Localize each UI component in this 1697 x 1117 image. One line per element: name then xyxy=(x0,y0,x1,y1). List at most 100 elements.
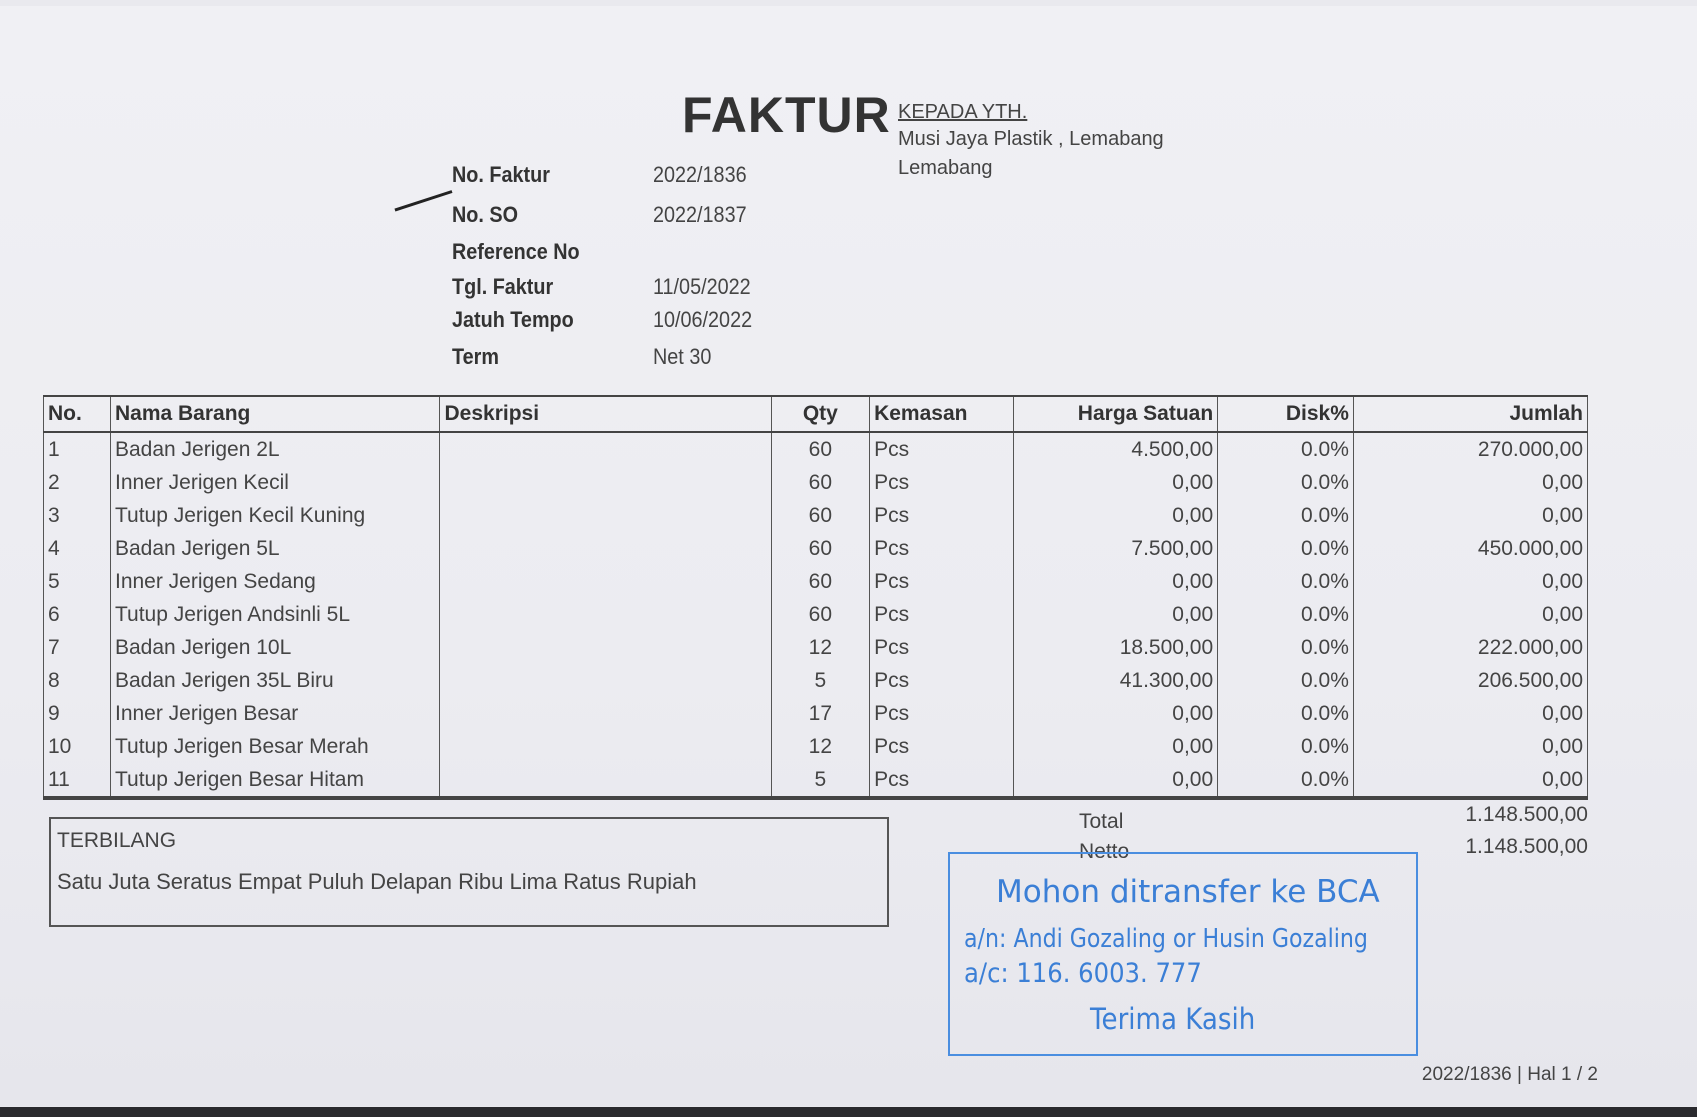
table-cell: Badan Jerigen 35L Biru xyxy=(109,664,440,697)
bank-transfer-stamp: Mohon ditransfer ke BCA a/n: Andi Gozali… xyxy=(948,852,1418,1056)
scan-edge xyxy=(0,1107,1697,1117)
table-cell: 0.0% xyxy=(1217,466,1354,499)
table-cell: Pcs xyxy=(869,631,1014,664)
stamp-line-4: Terima Kasih xyxy=(1090,1002,1256,1036)
table-cell xyxy=(439,598,772,631)
table-cell: 0.0% xyxy=(1217,499,1354,532)
table-cell: 5 xyxy=(770,664,870,697)
table-cell xyxy=(439,664,772,697)
table-cell: 0,00 xyxy=(1012,565,1218,598)
table-cell: Pcs xyxy=(869,466,1014,499)
table-cell: Badan Jerigen 10L xyxy=(109,631,440,664)
table-header: No. Nama Barang Deskripsi Qty Kemasan Harga S… xyxy=(43,396,1588,433)
table-cell: 18.500,00 xyxy=(1012,631,1218,664)
table-cell xyxy=(439,499,772,532)
table-cell: Pcs xyxy=(869,565,1014,598)
table-cell xyxy=(439,631,772,664)
table-cell: 60 xyxy=(770,432,870,466)
table-cell: 60 xyxy=(770,565,870,598)
table-cell xyxy=(439,532,772,565)
table-cell: 0.0% xyxy=(1217,598,1354,631)
table-cell: 0,00 xyxy=(1352,763,1588,800)
table-cell: Badan Jerigen 5L xyxy=(109,532,440,565)
table-cell: Tutup Jerigen Besar Hitam xyxy=(109,763,440,800)
table-cell: 12 xyxy=(770,631,870,664)
column-header: Jumlah xyxy=(1352,396,1588,433)
table-cell: Pcs xyxy=(869,598,1014,631)
table-cell: Tutup Jerigen Besar Merah xyxy=(109,730,440,763)
table-cell: Pcs xyxy=(869,730,1014,763)
table-cell: 0.0% xyxy=(1217,631,1354,664)
column-header: Harga Satuan xyxy=(1012,396,1218,433)
table-cell: 60 xyxy=(770,598,870,631)
table-row: 5 Inner Jerigen Sedang 60 Pcs 0,00 0.0% 0,00 xyxy=(43,565,1588,598)
table-cell: 6 xyxy=(43,598,111,631)
table-cell: 0.0% xyxy=(1217,532,1354,565)
table-cell: 0.0% xyxy=(1217,565,1354,598)
table-row: 7 Badan Jerigen 10L 12 Pcs 18.500,00 0.0% 222.… xyxy=(43,631,1588,664)
table-cell: 9 xyxy=(43,697,111,730)
table-cell: 11 xyxy=(43,763,111,800)
column-header: No. xyxy=(43,396,111,433)
total-label: Total xyxy=(1079,810,1124,833)
table-cell: Pcs xyxy=(869,763,1014,800)
recipient-label: KEPADA YTH. xyxy=(898,101,1028,123)
table-cell: Inner Jerigen Besar xyxy=(109,697,440,730)
table-cell: 0,00 xyxy=(1352,697,1588,730)
table-cell: Pcs xyxy=(869,532,1014,565)
table-cell: 5 xyxy=(770,763,870,800)
info-value: 10/06/2022 xyxy=(653,307,753,332)
column-header: Disk% xyxy=(1217,396,1354,433)
info-value: 2022/1837 xyxy=(653,202,747,227)
terbilang-box: TERBILANG Satu Juta Seratus Empat Puluh … xyxy=(49,817,889,927)
table-cell: 17 xyxy=(770,697,870,730)
info-label: Tgl. Faktur xyxy=(452,274,554,299)
table-row: 8 Badan Jerigen 35L Biru 5 Pcs 41.300,00 0.0%… xyxy=(43,664,1588,697)
info-value: Net 30 xyxy=(653,344,712,369)
table-cell: 0,00 xyxy=(1012,499,1218,532)
table-cell: 0,00 xyxy=(1012,730,1218,763)
table-cell: 450.000,00 xyxy=(1352,532,1588,565)
table-cell xyxy=(439,466,772,499)
table-cell: 12 xyxy=(770,730,870,763)
table-cell: Pcs xyxy=(869,499,1014,532)
table-cell: 206.500,00 xyxy=(1352,664,1588,697)
netto-label: Netto xyxy=(1079,840,1130,863)
table-cell xyxy=(439,763,772,800)
info-value: 2022/1836 xyxy=(653,162,747,187)
table-cell xyxy=(439,432,772,466)
table-row: 10 Tutup Jerigen Besar Merah 12 Pcs 0,00 0.0%… xyxy=(43,730,1588,763)
terbilang-text: Satu Juta Seratus Empat Puluh Delapan Ri… xyxy=(57,869,697,894)
table-row: 6 Tutup Jerigen Andsinli 5L 60 Pcs 0,00 0.0% 0… xyxy=(43,598,1588,631)
column-header: Qty xyxy=(770,396,870,433)
table-cell: 7 xyxy=(43,631,111,664)
table-cell: 270.000,00 xyxy=(1352,432,1588,466)
table-cell: 0,00 xyxy=(1352,499,1588,532)
recipient-name: Musi Jaya Plastik , Lemabang xyxy=(898,128,1164,150)
terbilang-label: TERBILANG xyxy=(57,829,177,852)
invoice-title: FAKTUR xyxy=(682,87,891,143)
column-header: Deskripsi xyxy=(439,396,772,433)
info-label: Term xyxy=(452,344,499,369)
page-footer: 2022/1836 | Hal 1 / 2 xyxy=(1421,1064,1598,1085)
table-body: 1 Badan Jerigen 2L 60 Pcs 4.500,00 0.0% 270.00… xyxy=(43,432,1588,800)
column-header: Nama Barang xyxy=(109,396,440,433)
table-row: 9 Inner Jerigen Besar 17 Pcs 0,00 0.0% 0,00 xyxy=(43,697,1588,730)
table-cell: 60 xyxy=(770,499,870,532)
table-cell: Pcs xyxy=(869,664,1014,697)
info-label: Reference No xyxy=(452,239,580,264)
table-cell: 8 xyxy=(43,664,111,697)
table-cell: Inner Jerigen Kecil xyxy=(109,466,440,499)
stamp-line-3: a/c: 116. 6003. 777 xyxy=(964,958,1202,989)
table-cell: 2 xyxy=(43,466,111,499)
table-cell: 7.500,00 xyxy=(1012,532,1218,565)
table-cell: 10 xyxy=(43,730,111,763)
table-cell: Pcs xyxy=(869,697,1014,730)
table-cell: 0,00 xyxy=(1012,598,1218,631)
table-cell: 5 xyxy=(43,565,111,598)
table-cell: 0.0% xyxy=(1217,432,1354,466)
table-cell xyxy=(439,730,772,763)
table-cell: 0,00 xyxy=(1352,598,1588,631)
table-cell: 3 xyxy=(43,499,111,532)
table-cell: 0.0% xyxy=(1217,763,1354,800)
